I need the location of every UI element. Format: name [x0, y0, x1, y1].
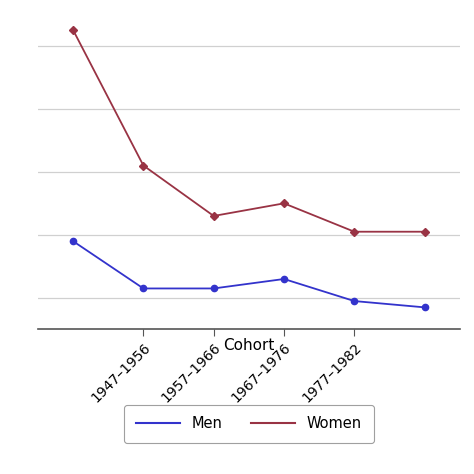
Legend: Men, Women: Men, Women — [124, 405, 374, 443]
Text: Cohort: Cohort — [223, 338, 274, 353]
